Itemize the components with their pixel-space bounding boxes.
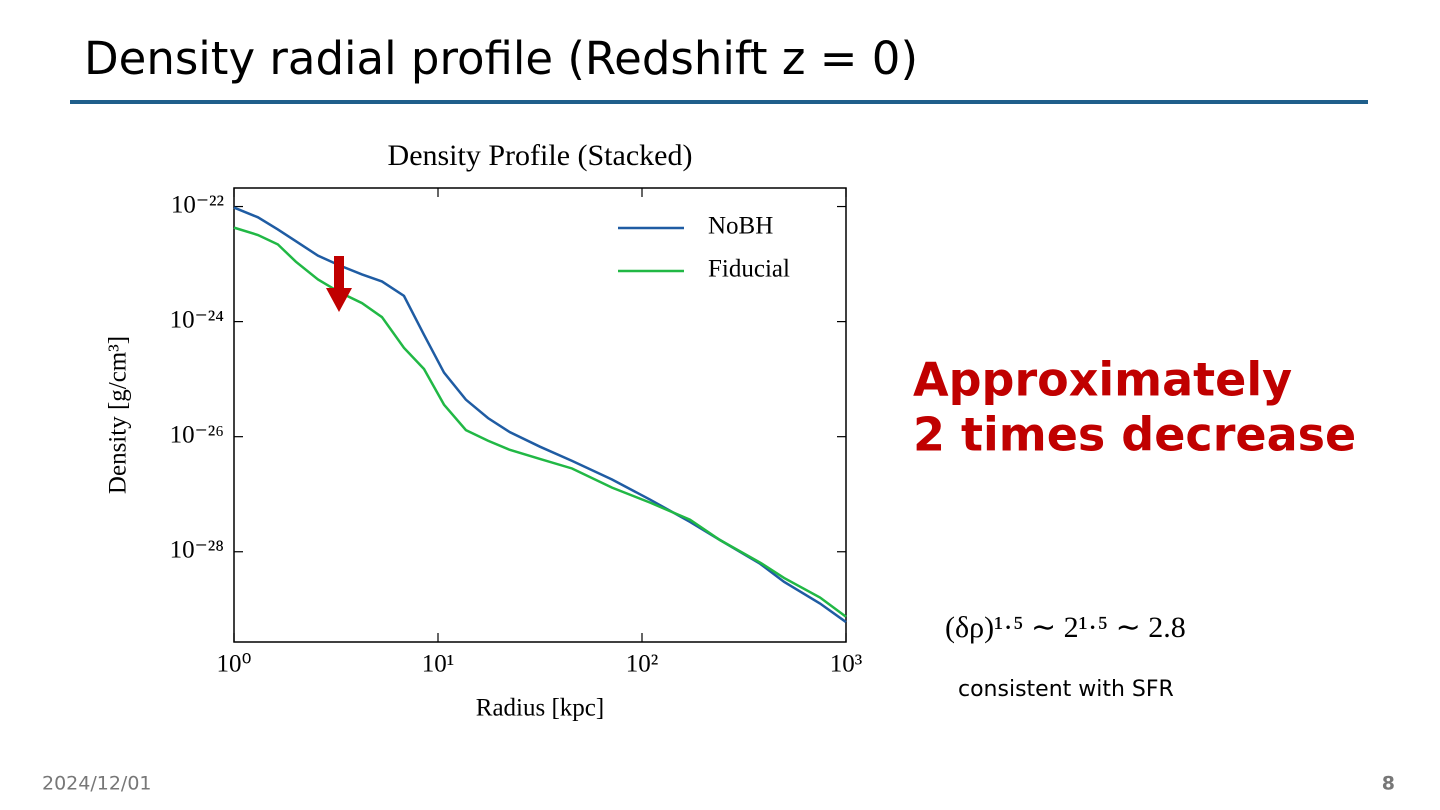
page-number: 8 bbox=[1382, 773, 1395, 795]
y-tick-label: 10⁻²² bbox=[171, 191, 224, 218]
title-rule bbox=[70, 100, 1368, 104]
x-tick-label: 10³ bbox=[830, 651, 863, 678]
legend-label: Fiducial bbox=[708, 256, 790, 283]
chart-title: Density Profile (Stacked) bbox=[388, 139, 693, 172]
y-tick-label: 10⁻²⁴ bbox=[170, 306, 225, 333]
legend-label: NoBH bbox=[708, 213, 773, 240]
x-tick-label: 10¹ bbox=[422, 651, 455, 678]
arrow-head bbox=[326, 288, 352, 312]
arrow-shaft bbox=[334, 256, 344, 290]
x-tick-label: 10⁰ bbox=[216, 651, 251, 678]
y-tick-label: 10⁻²⁶ bbox=[170, 421, 224, 448]
x-axis-label: Radius [kpc] bbox=[476, 695, 604, 722]
y-axis-label: Density [g/cm³] bbox=[105, 336, 132, 494]
note: consistent with SFR bbox=[958, 677, 1174, 702]
y-tick-label: 10⁻²⁸ bbox=[170, 536, 224, 563]
series-line bbox=[233, 226, 847, 618]
arrow bbox=[326, 256, 352, 312]
formula: (δρ)¹·⁵ ∼ 2¹·⁵ ∼ 2.8 bbox=[945, 611, 1186, 644]
date: 2024/12/01 bbox=[42, 773, 152, 795]
chart: Density Profile (Stacked) Radius [kpc] D… bbox=[105, 139, 863, 722]
highlight-line: 2 times decrease bbox=[913, 408, 1356, 462]
highlight-line: Approximately bbox=[913, 353, 1292, 407]
plot-frame bbox=[233, 187, 847, 643]
slide-title: Density radial profile (Redshift z = 0) bbox=[84, 32, 918, 85]
x-tick-label: 10² bbox=[626, 651, 659, 678]
